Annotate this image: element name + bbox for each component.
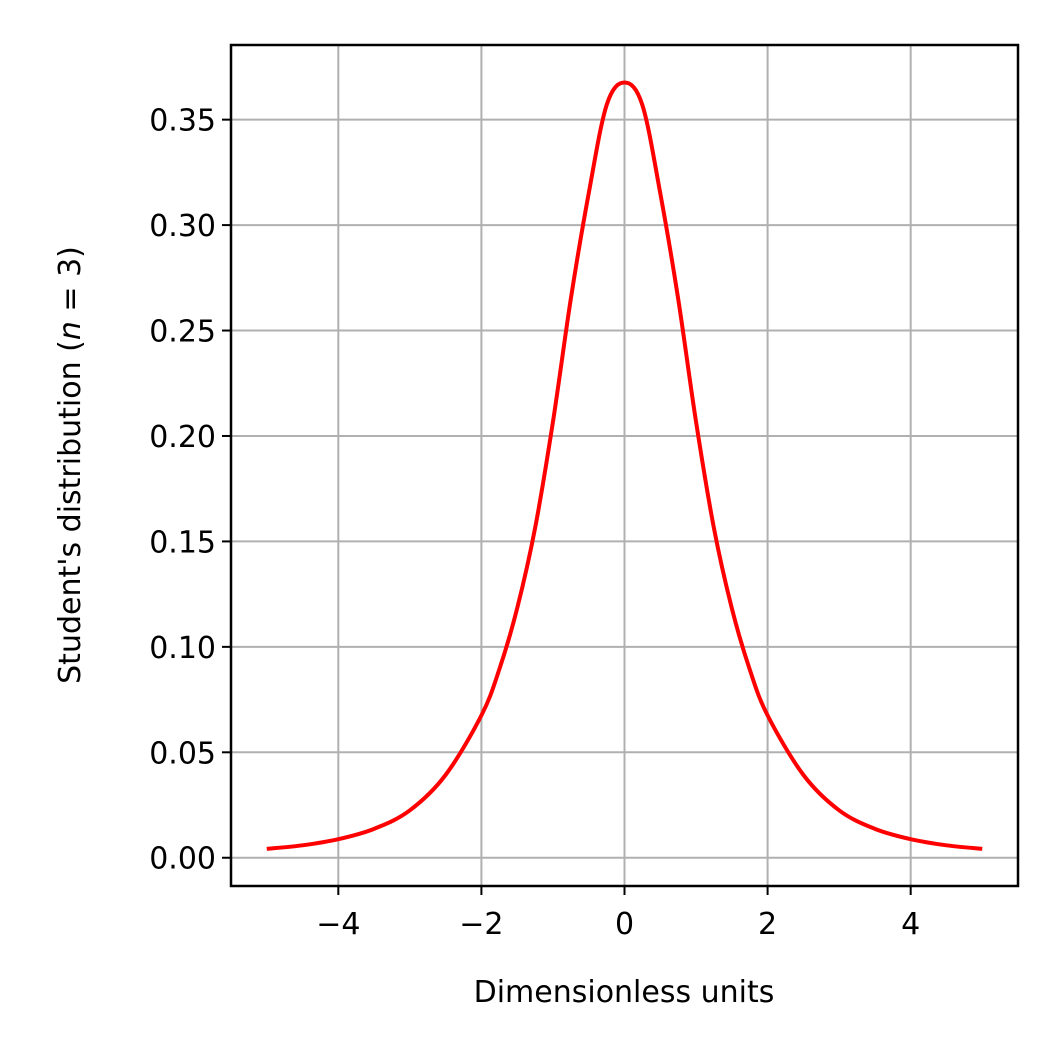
series-line (266, 80, 983, 851)
x-axis-label: Dimensionless units (474, 975, 775, 1010)
x-tick-label: −2 (459, 907, 503, 942)
y-axis-ticks: 0.00 0.05 0.10 0.15 0.20 0.25 0.30 0.35 (149, 104, 231, 877)
y-axis-label-variable: n (53, 321, 88, 340)
x-tick-label: 2 (758, 907, 777, 942)
y-tick-label: 0.30 (149, 209, 216, 244)
y-axis-label-suffix: = 3) (53, 246, 88, 321)
series-layer (266, 80, 983, 851)
y-tick-label: 0.35 (149, 104, 216, 139)
grid (231, 45, 1018, 886)
y-tick-label: 0.00 (149, 842, 216, 877)
x-tick-label: 4 (901, 907, 920, 942)
y-tick-label: 0.20 (149, 420, 216, 455)
x-tick-label: 0 (615, 907, 634, 942)
y-tick-label: 0.10 (149, 631, 216, 666)
y-axis-label: Student's distribution (n = 3) (53, 246, 88, 684)
y-tick-label: 0.05 (149, 736, 216, 771)
x-tick-label: −4 (316, 907, 360, 942)
y-tick-label: 0.25 (149, 315, 216, 350)
y-tick-label: 0.15 (149, 525, 216, 560)
x-axis-ticks: −4 −2 0 2 4 (316, 886, 920, 942)
y-axis-label-prefix: Student's distribution ( (53, 340, 88, 684)
